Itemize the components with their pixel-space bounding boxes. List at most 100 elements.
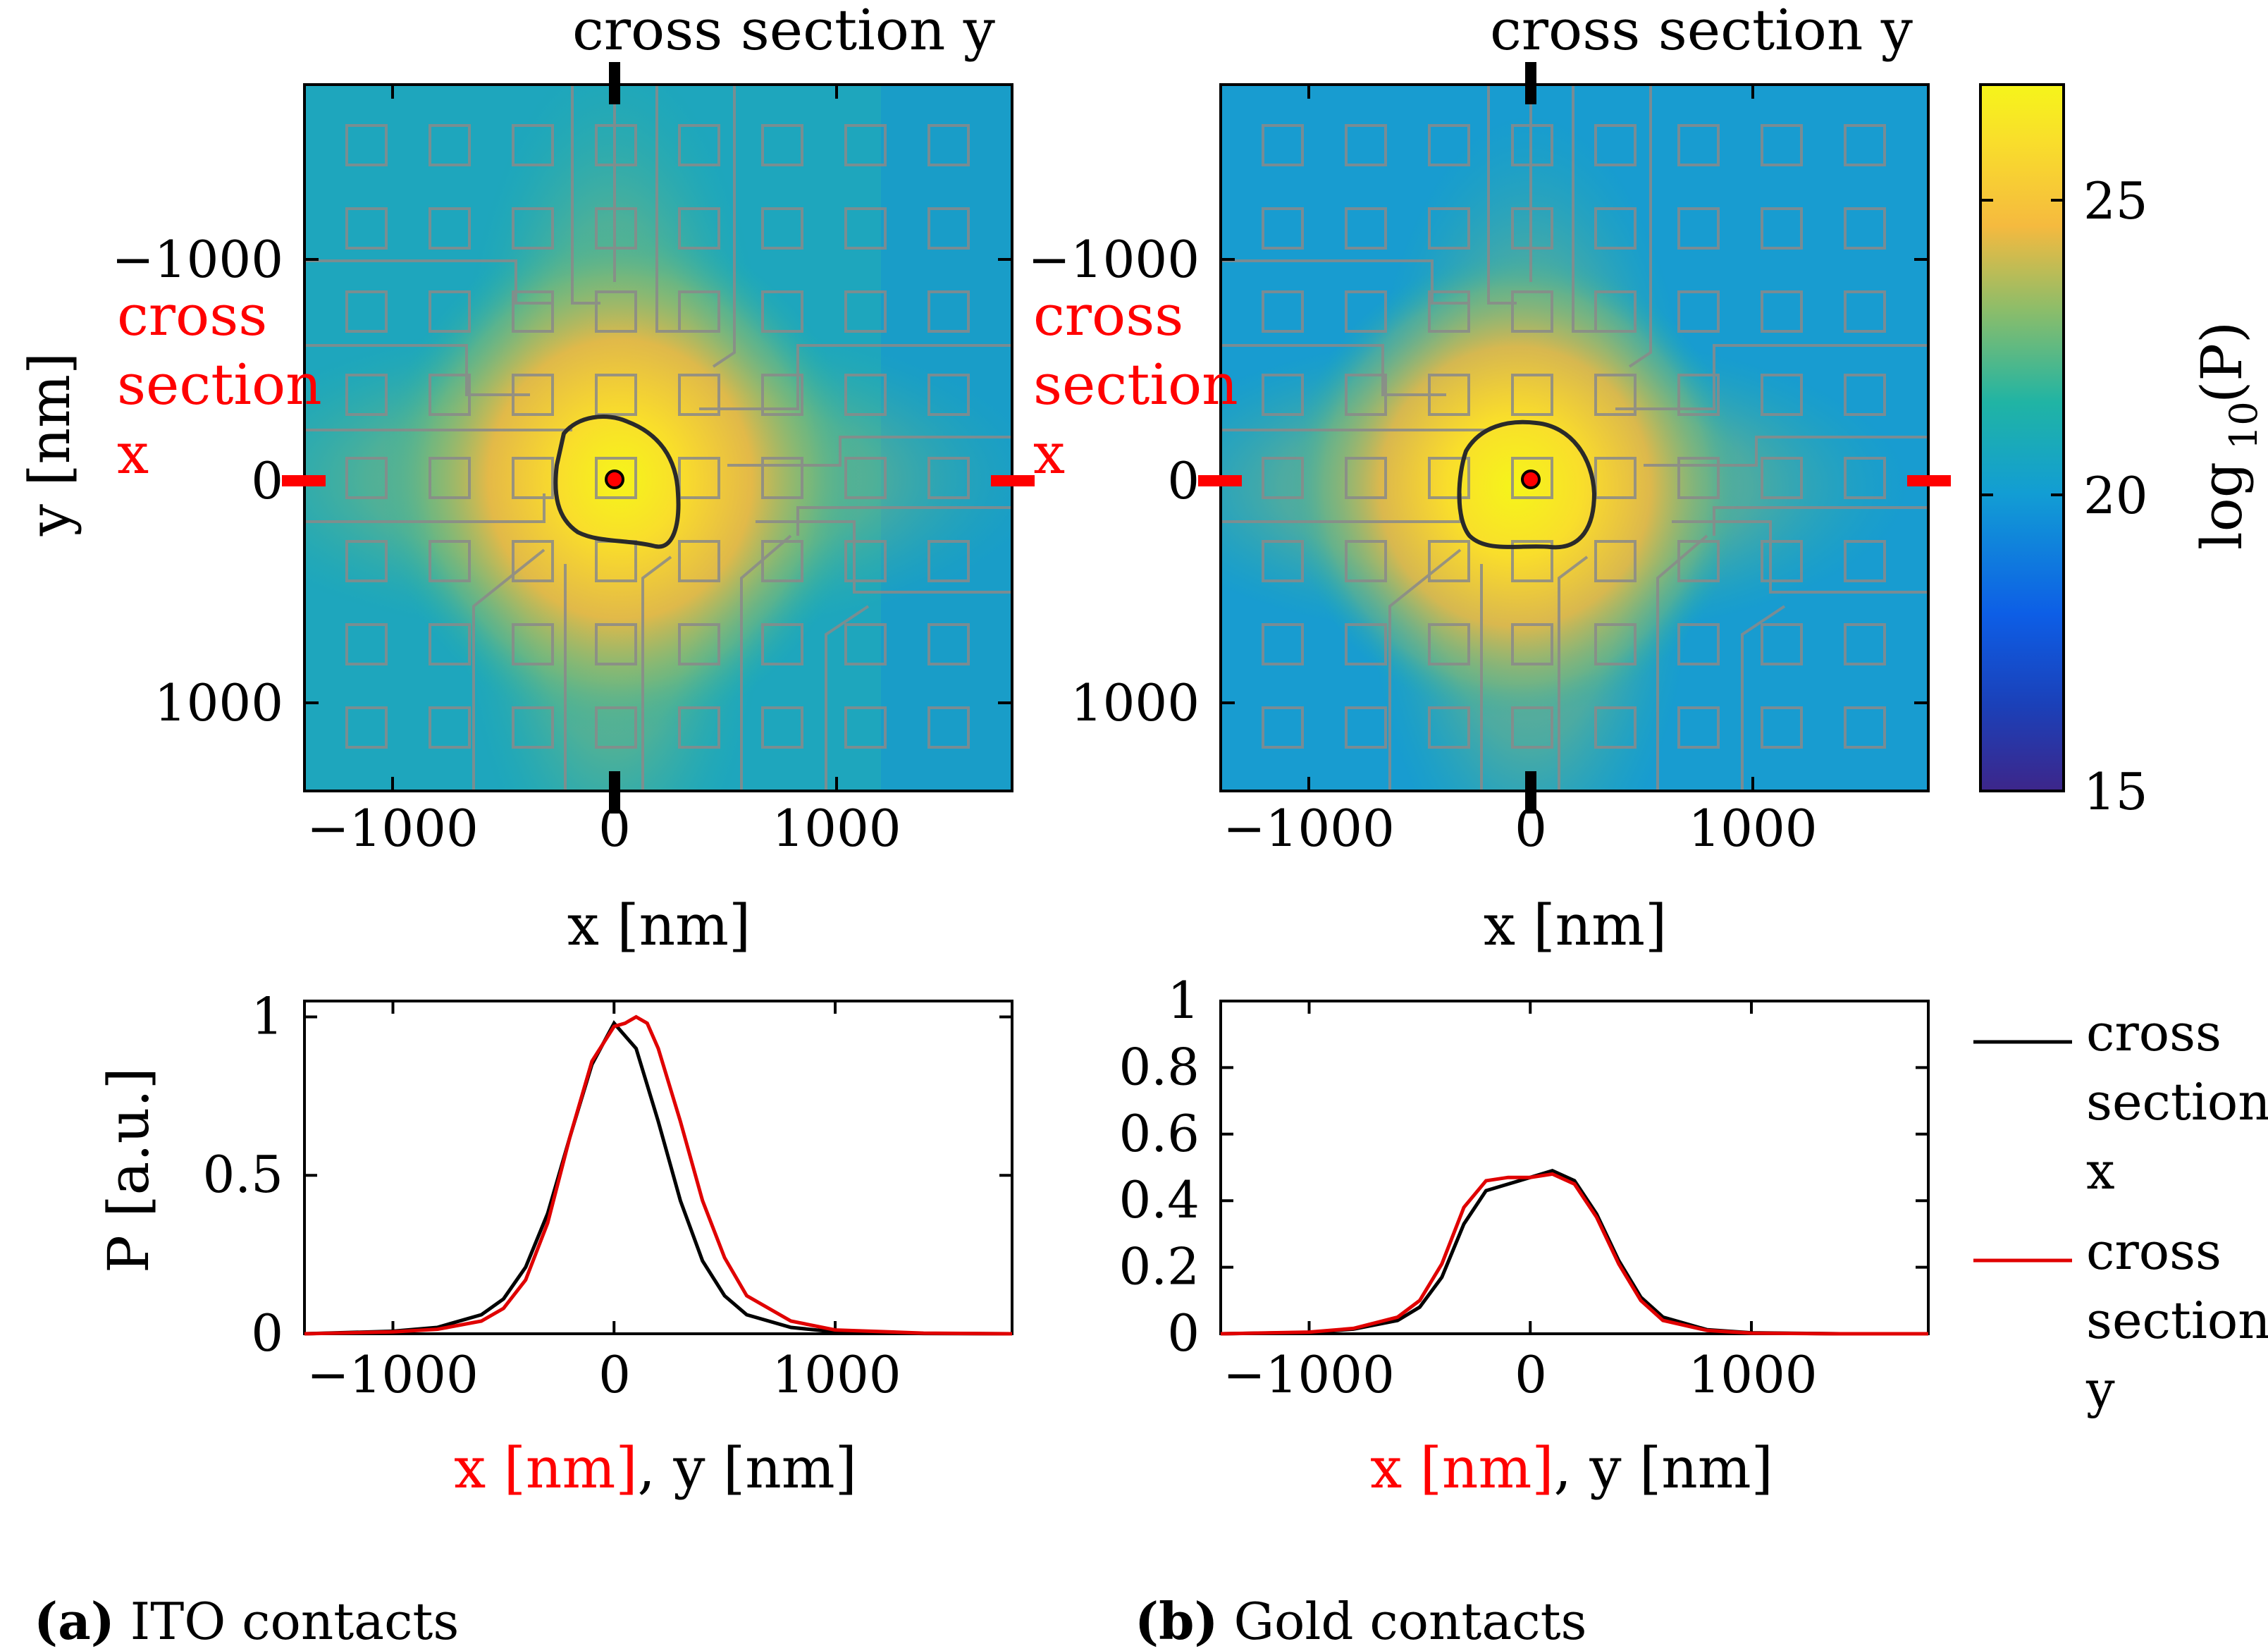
- contact-pad: [1511, 706, 1553, 749]
- contact-pad: [1761, 207, 1803, 250]
- heatmap-ito-frame: [303, 83, 1013, 792]
- contact-pad: [512, 623, 554, 665]
- contact-grid-gold: [1221, 85, 1928, 791]
- contact-pad: [678, 124, 720, 166]
- contact-pad: [429, 706, 471, 749]
- contact-trace: [699, 344, 1012, 410]
- caption-b-tag: (b): [1135, 1591, 1218, 1651]
- contact-pad: [345, 207, 388, 250]
- linechart-gold-xlabel-black: , y [nm]: [1554, 1435, 1773, 1501]
- contact-pad: [345, 124, 388, 166]
- linechart-ito-xtick: 0: [598, 1345, 631, 1404]
- contact-pad: [1844, 124, 1886, 166]
- linechart-ito-xlabel-black: , y [nm]: [638, 1435, 857, 1501]
- contact-pad: [512, 290, 554, 333]
- contact-trace: [1221, 344, 1446, 396]
- legend-label-line: y: [2085, 1360, 2115, 1419]
- contact-pad: [1594, 124, 1637, 166]
- contact-pad: [1511, 374, 1553, 416]
- contact-pad: [512, 706, 554, 749]
- marker-ito-bottom: [609, 771, 620, 814]
- contact-pad: [1262, 706, 1304, 749]
- marker-ito-right: [991, 475, 1035, 486]
- marker-gold-top-label: cross section y: [1490, 0, 1913, 63]
- contact-pad: [1345, 623, 1387, 665]
- colorbar-label-paren: (P): [2189, 321, 2255, 403]
- contact-pad: [429, 623, 471, 665]
- contact-pad: [1511, 623, 1553, 665]
- linechart-ito-xlabel-red: x [nm]: [454, 1435, 637, 1501]
- contact-pad: [1345, 290, 1387, 333]
- contact-trace: [1628, 85, 1652, 368]
- contact-pad: [1345, 457, 1387, 499]
- contact-trace: [1221, 259, 1467, 305]
- caption-a-tag: (a): [34, 1591, 115, 1651]
- marker-ito-left-label-2: section: [117, 352, 322, 417]
- contact-trace: [1672, 520, 1928, 594]
- marker-ito-top-label: cross section y: [572, 0, 995, 63]
- colorbar: 25 20 15 log 10 (P): [1979, 83, 2266, 821]
- contact-pad: [345, 290, 388, 333]
- contact-trace: [1388, 548, 1462, 791]
- contact-pad: [1677, 290, 1720, 333]
- contact-pad: [1844, 706, 1886, 749]
- contact-pad: [1677, 124, 1720, 166]
- linechart-gold-ytick: 0.8: [1118, 1037, 1200, 1096]
- contact-pad: [1677, 374, 1720, 416]
- contact-pad: [1345, 540, 1387, 582]
- contact-pad: [927, 623, 970, 665]
- contact-pad: [512, 540, 554, 582]
- contact-pad: [1428, 540, 1470, 582]
- caption-b: (b) Gold contacts: [1135, 1591, 1586, 1651]
- contact-pad: [761, 290, 803, 333]
- contact-trace: [641, 556, 672, 791]
- contact-trace: [655, 85, 699, 333]
- heatmap-ito-xtick: 1000: [772, 799, 901, 858]
- colorbar-label: log 10 (P): [2189, 321, 2266, 550]
- linechart-ito-ylabel: P [a.u.]: [96, 1067, 161, 1273]
- contact-pad: [1761, 290, 1803, 333]
- contact-pad: [844, 457, 887, 499]
- linechart-gold-xtick: 1000: [1688, 1345, 1817, 1404]
- contact-trace: [756, 520, 1012, 594]
- contact-trace: [1713, 506, 1928, 536]
- linechart-gold: −1000 0 1000 0 0.2 0.4 0.6 0.8 1 x [nm],…: [1118, 971, 1930, 1501]
- heatmap-ito-xlabel: x [nm]: [567, 892, 751, 958]
- heatmap-gold-ytick: −1000: [1028, 230, 1200, 289]
- contact-pad: [1428, 207, 1470, 250]
- linechart-gold-ytick: 1: [1167, 971, 1200, 1030]
- contact-pad: [1428, 706, 1470, 749]
- linechart-gold-frame: [1219, 1000, 1930, 1335]
- linechart-ito-frame: [303, 1000, 1013, 1335]
- contact-pad: [429, 207, 471, 250]
- contact-pad: [761, 623, 803, 665]
- contact-pad: [927, 290, 970, 333]
- contact-grid-ito: [304, 85, 1012, 791]
- contact-pad: [1262, 207, 1304, 250]
- heatmap-gold-ytick: 0: [1167, 451, 1200, 510]
- marker-gold-top: [1525, 62, 1536, 104]
- contact-pad: [1594, 540, 1637, 582]
- caption-a-text: ITO contacts: [130, 1592, 460, 1651]
- legend: cross section x cross section y: [1973, 1003, 2268, 1419]
- contact-pad: [429, 290, 471, 333]
- contact-trace: [1656, 534, 1708, 791]
- marker-gold-left: [1198, 475, 1242, 486]
- contact-pad: [1594, 706, 1637, 749]
- linechart-ito-xtick: −1000: [307, 1345, 479, 1404]
- linechart-gold-xlabel: x [nm], y [nm]: [1370, 1435, 1773, 1501]
- heatmap-ito-source-dot: [605, 469, 624, 489]
- marker-ito-left: [282, 475, 326, 486]
- contact-pad: [1677, 706, 1720, 749]
- colorbar-label-log: log: [2189, 462, 2255, 550]
- linechart-ito-xlabel: x [nm], y [nm]: [454, 1435, 857, 1501]
- contact-pad: [1262, 623, 1304, 665]
- contact-pad: [512, 457, 554, 499]
- contact-pad: [1761, 457, 1803, 499]
- contact-pad: [429, 457, 471, 499]
- contact-pad: [1761, 124, 1803, 166]
- contact-pad: [345, 706, 388, 749]
- contact-pad: [1594, 374, 1637, 416]
- contact-pad: [595, 706, 637, 749]
- contact-pad: [595, 374, 637, 416]
